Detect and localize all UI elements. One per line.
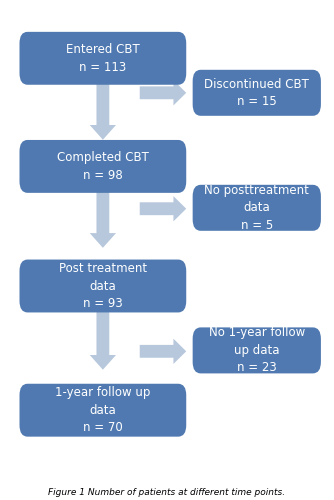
Text: Discontinued CBT
n = 15: Discontinued CBT n = 15: [204, 78, 309, 108]
FancyBboxPatch shape: [193, 328, 321, 374]
FancyArrow shape: [90, 310, 116, 370]
FancyBboxPatch shape: [193, 185, 321, 231]
FancyArrow shape: [90, 188, 116, 248]
FancyArrow shape: [140, 338, 186, 364]
Text: No posttreatment
data
n = 5: No posttreatment data n = 5: [204, 184, 309, 232]
FancyBboxPatch shape: [19, 140, 186, 193]
Text: No 1-year follow
up data
n = 23: No 1-year follow up data n = 23: [209, 326, 305, 374]
FancyBboxPatch shape: [19, 384, 186, 436]
Text: Entered CBT
n = 113: Entered CBT n = 113: [66, 43, 140, 74]
Text: Post treatment
data
n = 93: Post treatment data n = 93: [59, 262, 147, 310]
Text: 1-year follow up
data
n = 70: 1-year follow up data n = 70: [55, 386, 151, 434]
FancyBboxPatch shape: [193, 70, 321, 116]
Text: Figure 1 Number of patients at different time points.: Figure 1 Number of patients at different…: [48, 488, 286, 498]
FancyBboxPatch shape: [19, 260, 186, 312]
FancyArrow shape: [90, 80, 116, 140]
Text: Completed CBT
n = 98: Completed CBT n = 98: [57, 151, 149, 182]
FancyArrow shape: [140, 196, 186, 222]
FancyBboxPatch shape: [19, 32, 186, 84]
FancyArrow shape: [140, 80, 186, 106]
